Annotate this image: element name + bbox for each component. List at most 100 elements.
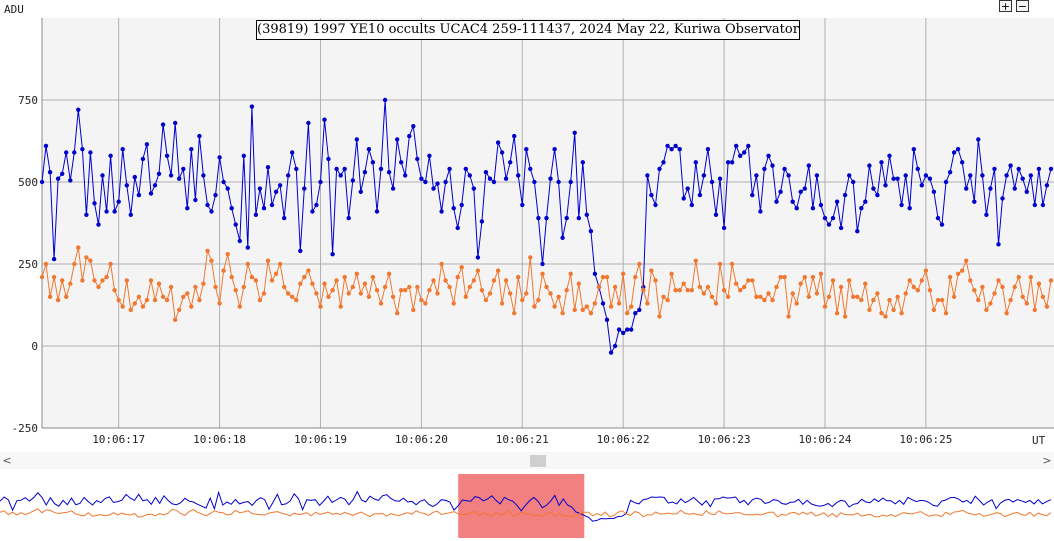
- data-point: [584, 212, 589, 217]
- data-point: [629, 327, 634, 332]
- data-point: [911, 284, 916, 290]
- data-point: [600, 301, 606, 306]
- data-point: [947, 170, 953, 175]
- data-point: [625, 327, 630, 332]
- data-point: [838, 225, 844, 231]
- data-point: [294, 166, 299, 172]
- zoom-out-button[interactable]: −: [1016, 0, 1029, 13]
- plot-area: [42, 18, 1054, 428]
- data-point: [580, 307, 585, 313]
- data-point: [483, 297, 489, 303]
- data-point: [766, 153, 771, 158]
- y-tick-label: 500: [18, 176, 38, 189]
- data-point: [923, 173, 929, 178]
- data-point: [68, 178, 73, 183]
- data-point: [177, 176, 182, 181]
- y-tick-label: -250: [12, 422, 39, 435]
- x-tick-labels: 10:06:17 10:06:18 10:06:19 10:06:20 10:06:21…: [92, 433, 952, 446]
- data-point: [318, 304, 323, 309]
- data-point: [568, 179, 573, 185]
- data-point: [237, 238, 242, 244]
- data-point: [241, 153, 246, 158]
- data-point: [76, 107, 81, 113]
- data-point: [725, 294, 731, 299]
- data-point: [407, 284, 412, 290]
- data-point: [972, 288, 977, 293]
- data-point: [475, 255, 481, 260]
- data-point: [677, 288, 682, 293]
- data-point: [960, 160, 965, 165]
- data-point: [814, 291, 820, 296]
- data-point: [455, 225, 460, 231]
- data-point: [810, 206, 816, 211]
- data-point: [782, 166, 787, 172]
- data-point: [302, 274, 307, 280]
- data-point: [160, 294, 166, 299]
- data-point: [863, 199, 868, 204]
- data-point: [717, 176, 723, 181]
- scroll-left-icon[interactable]: <: [2, 454, 12, 467]
- data-point: [386, 170, 392, 175]
- data-point: [616, 327, 622, 332]
- data-point: [1016, 166, 1021, 172]
- data-point: [419, 176, 424, 181]
- data-point: [39, 274, 45, 280]
- data-point: [350, 178, 355, 183]
- data-point: [806, 163, 811, 168]
- data-point: [742, 284, 747, 290]
- y-tick-label: 750: [18, 94, 38, 107]
- data-point: [378, 301, 384, 306]
- overview-navigator[interactable]: [0, 474, 1054, 538]
- data-point: [697, 284, 703, 290]
- data-point: [976, 297, 981, 303]
- data-point: [867, 163, 872, 168]
- data-point: [104, 274, 109, 280]
- data-point: [382, 284, 388, 290]
- data-point: [794, 206, 799, 211]
- data-point: [786, 314, 791, 319]
- data-point: [495, 140, 501, 145]
- data-point: [774, 199, 779, 204]
- data-point: [173, 120, 178, 126]
- data-point: [72, 150, 77, 155]
- data-point: [286, 291, 291, 296]
- data-point: [996, 242, 1001, 247]
- data-point: [342, 274, 347, 280]
- data-point: [863, 281, 868, 286]
- data-point: [790, 199, 795, 204]
- data-point: [483, 170, 489, 175]
- data-point: [673, 143, 678, 149]
- data-point: [984, 212, 989, 217]
- data-point: [576, 215, 581, 221]
- data-point: [560, 311, 565, 316]
- overview-selection-window[interactable]: [458, 474, 585, 538]
- data-point: [92, 278, 97, 283]
- data-point: [358, 189, 363, 194]
- scroll-right-icon[interactable]: >: [1042, 454, 1052, 467]
- data-point: [588, 229, 594, 234]
- data-point: [907, 206, 912, 211]
- data-point: [277, 183, 283, 188]
- x-tick-label: 10:06:18: [193, 433, 246, 446]
- scroll-thumb[interactable]: [530, 455, 546, 467]
- data-point: [84, 255, 89, 260]
- data-point: [88, 150, 93, 155]
- horizontal-scrollbar[interactable]: < >: [0, 452, 1054, 469]
- data-point: [943, 179, 949, 185]
- data-point: [588, 311, 594, 316]
- data-point: [60, 278, 65, 283]
- zoom-in-button[interactable]: +: [999, 0, 1012, 13]
- data-point: [499, 150, 505, 155]
- data-point: [80, 147, 85, 152]
- data-point: [592, 271, 598, 276]
- data-point: [931, 307, 937, 313]
- data-point: [487, 176, 493, 181]
- data-point: [669, 271, 674, 276]
- data-point: [968, 173, 973, 178]
- data-point: [209, 258, 214, 263]
- data-point: [1048, 166, 1054, 172]
- data-point: [116, 199, 121, 204]
- overview-series-line: [0, 490, 1052, 522]
- data-point: [746, 143, 751, 149]
